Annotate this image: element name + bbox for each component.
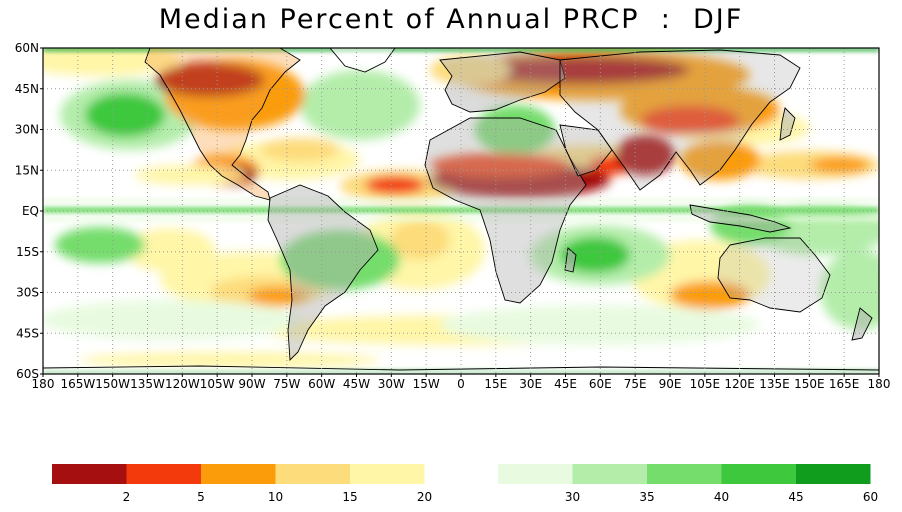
lat-label: 30N xyxy=(15,123,39,137)
north-america xyxy=(144,48,301,201)
colorbar-high-swatch xyxy=(796,464,871,484)
lon-label: 90E xyxy=(659,377,682,391)
japan xyxy=(779,107,796,141)
lat-label: 45S xyxy=(16,326,39,340)
lon-label: 120W xyxy=(165,377,200,391)
graticule xyxy=(43,48,879,374)
lon-label: 75E xyxy=(624,377,647,391)
colorbar-high-label: 60 xyxy=(863,490,878,504)
lon-label: 105E xyxy=(690,377,721,391)
colorbar-low-label: 20 xyxy=(417,490,432,504)
lon-label: 0 xyxy=(457,377,465,391)
lon-label: 45E xyxy=(554,377,577,391)
colorbar-high-swatch xyxy=(647,464,722,484)
lon-label: 60E xyxy=(589,377,612,391)
colorbar-high-label: 35 xyxy=(639,490,654,504)
lon-label: 60W xyxy=(308,377,335,391)
africa xyxy=(424,117,587,304)
lat-label: EQ xyxy=(22,204,39,218)
colorbar-high-label: 45 xyxy=(788,490,803,504)
latitude-labels: 60N 45N 30N 15N EQ 15S 30S 45S 60S xyxy=(15,41,43,381)
colorbar-high-swatch xyxy=(498,464,573,484)
colorbar: 2 5 10 15 20 30 35 40 45 60 xyxy=(52,464,878,504)
madagascar xyxy=(564,247,577,273)
lon-label: 45W xyxy=(343,377,370,391)
new-zealand xyxy=(851,307,873,341)
lon-label: 180 xyxy=(32,377,55,391)
lon-label: 105W xyxy=(200,377,235,391)
lon-label: 30W xyxy=(378,377,405,391)
colorbar-low-swatch xyxy=(350,464,425,484)
lon-label: 165W xyxy=(60,377,95,391)
map-title: Median Percent of Annual PRCP : DJF xyxy=(158,4,744,35)
lon-label: 150E xyxy=(794,377,825,391)
lon-label: 180 xyxy=(868,377,891,391)
lon-label: 15E xyxy=(484,377,507,391)
colorbar-high-swatch xyxy=(572,464,647,484)
lat-label: 15S xyxy=(16,245,39,259)
colorbar-high-label: 30 xyxy=(565,490,580,504)
lat-label: 60N xyxy=(15,41,39,55)
south-america xyxy=(267,184,379,362)
europe xyxy=(439,51,566,113)
colorbar-low-swatch xyxy=(126,464,201,484)
lon-label: 135E xyxy=(759,377,790,391)
lon-label: 15W xyxy=(413,377,440,391)
longitude-labels: 180 165W 150W 135W 120W 105W 90W 75W 60W 45W 30W 15… xyxy=(32,374,891,391)
colorbar-low-swatch xyxy=(275,464,350,484)
colorbar-low-swatch xyxy=(52,464,127,484)
lat-label: 15N xyxy=(15,163,39,177)
lat-label: 45N xyxy=(15,82,39,96)
indonesia xyxy=(689,204,792,233)
lon-label: 135W xyxy=(130,377,165,391)
colorbar-low-label: 2 xyxy=(123,490,131,504)
lat-label: 30S xyxy=(16,286,39,300)
precip-fields xyxy=(43,48,879,368)
greenland xyxy=(329,48,396,73)
lon-label: 30E xyxy=(519,377,542,391)
colorbar-low-label: 5 xyxy=(197,490,205,504)
colorbar-high-label: 40 xyxy=(714,490,729,504)
colorbar-high-swatch xyxy=(721,464,796,484)
colorbar-low-label: 15 xyxy=(342,490,357,504)
lon-label: 75W xyxy=(273,377,300,391)
map-panel xyxy=(43,48,879,374)
lon-label: 90W xyxy=(238,377,265,391)
australia xyxy=(717,237,831,313)
lon-label: 150W xyxy=(95,377,130,391)
lon-label: 165E xyxy=(829,377,860,391)
lat-label: 60S xyxy=(16,367,39,381)
lon-label: 120E xyxy=(724,377,755,391)
colorbar-low-swatch xyxy=(201,464,276,484)
colorbar-low-label: 10 xyxy=(268,490,283,504)
